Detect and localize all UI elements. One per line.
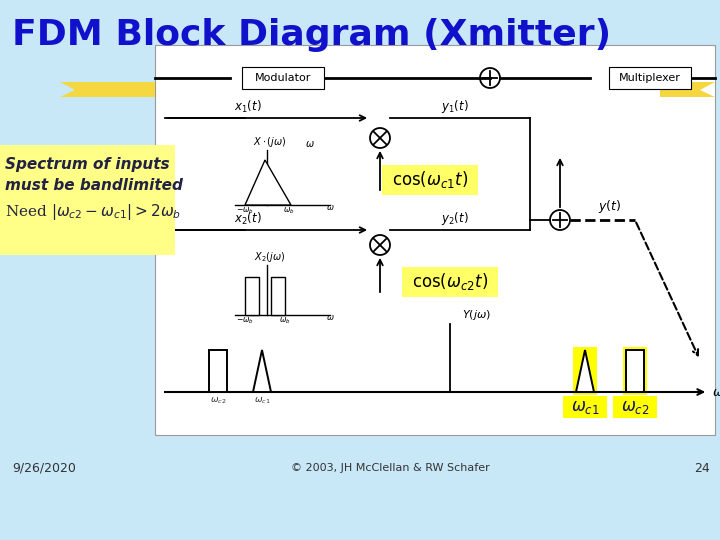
Bar <box>271 277 285 315</box>
Bar <box>623 347 647 395</box>
FancyBboxPatch shape <box>382 165 478 195</box>
Text: $\cos(\omega_{c1}t)$: $\cos(\omega_{c1}t)$ <box>392 170 468 191</box>
Text: $\omega_{c2}$: $\omega_{c2}$ <box>210 396 226 407</box>
Text: $\omega_{c1}$: $\omega_{c1}$ <box>571 398 599 416</box>
Text: $\omega_b$: $\omega_b$ <box>283 205 294 215</box>
Text: $y(t)$: $y(t)$ <box>598 198 621 215</box>
Text: Need $|\omega_{c2} - \omega_{c1}| > 2\omega_b$: Need $|\omega_{c2} - \omega_{c1}| > 2\om… <box>5 202 181 222</box>
Polygon shape <box>245 160 291 205</box>
Text: $-\omega_b$: $-\omega_b$ <box>236 315 254 326</box>
Text: $X\cdot(j\omega)$: $X\cdot(j\omega)$ <box>253 135 287 149</box>
Text: $y_1(t)$: $y_1(t)$ <box>441 98 469 115</box>
Text: 9/26/2020: 9/26/2020 <box>12 462 76 475</box>
Bar <box>626 350 644 392</box>
Text: FDM Block Diagram (Xmitter): FDM Block Diagram (Xmitter) <box>12 18 611 52</box>
Text: $x_2(t)$: $x_2(t)$ <box>234 211 262 227</box>
Text: 24: 24 <box>694 462 710 475</box>
Polygon shape <box>576 350 594 392</box>
Text: $\omega_{c2}$: $\omega_{c2}$ <box>621 398 649 416</box>
Polygon shape <box>660 82 715 97</box>
Text: $\omega$: $\omega$ <box>305 139 315 149</box>
Text: $Y(j\omega)$: $Y(j\omega)$ <box>462 308 491 322</box>
Text: Spectrum of inputs: Spectrum of inputs <box>5 158 170 172</box>
FancyBboxPatch shape <box>609 67 691 89</box>
Text: Multiplexer: Multiplexer <box>619 73 681 83</box>
Text: © 2003, JH McClellan & RW Schafer: © 2003, JH McClellan & RW Schafer <box>291 463 490 473</box>
Polygon shape <box>90 85 155 95</box>
Bar <box>0 145 175 255</box>
Bar <box>573 347 597 395</box>
Bar <box>245 277 259 315</box>
FancyBboxPatch shape <box>242 67 324 89</box>
Polygon shape <box>90 85 155 95</box>
Polygon shape <box>60 82 155 97</box>
Text: Modulator: Modulator <box>255 73 311 83</box>
Text: $\cos(\omega_{c2}t)$: $\cos(\omega_{c2}t)$ <box>412 272 488 293</box>
Bar <box>209 350 227 392</box>
Bar <box>563 396 607 418</box>
Bar <box>613 396 657 418</box>
Text: $y_2(t)$: $y_2(t)$ <box>441 210 469 227</box>
Text: $-\omega_b$: $-\omega_b$ <box>236 205 254 215</box>
Text: $X_2(j\omega)$: $X_2(j\omega)$ <box>254 250 286 264</box>
Text: $\omega_{c1}$: $\omega_{c1}$ <box>253 396 270 407</box>
Polygon shape <box>253 350 271 392</box>
Text: $x_1(t)$: $x_1(t)$ <box>234 99 262 115</box>
Text: $\omega$: $\omega$ <box>712 386 720 399</box>
Text: $\omega$: $\omega$ <box>325 313 334 322</box>
Bar <box>155 45 715 435</box>
Text: $\omega_b$: $\omega_b$ <box>279 315 291 326</box>
Text: must be bandlimited: must be bandlimited <box>5 178 183 192</box>
FancyBboxPatch shape <box>402 267 498 297</box>
Text: $\omega$: $\omega$ <box>325 203 334 212</box>
